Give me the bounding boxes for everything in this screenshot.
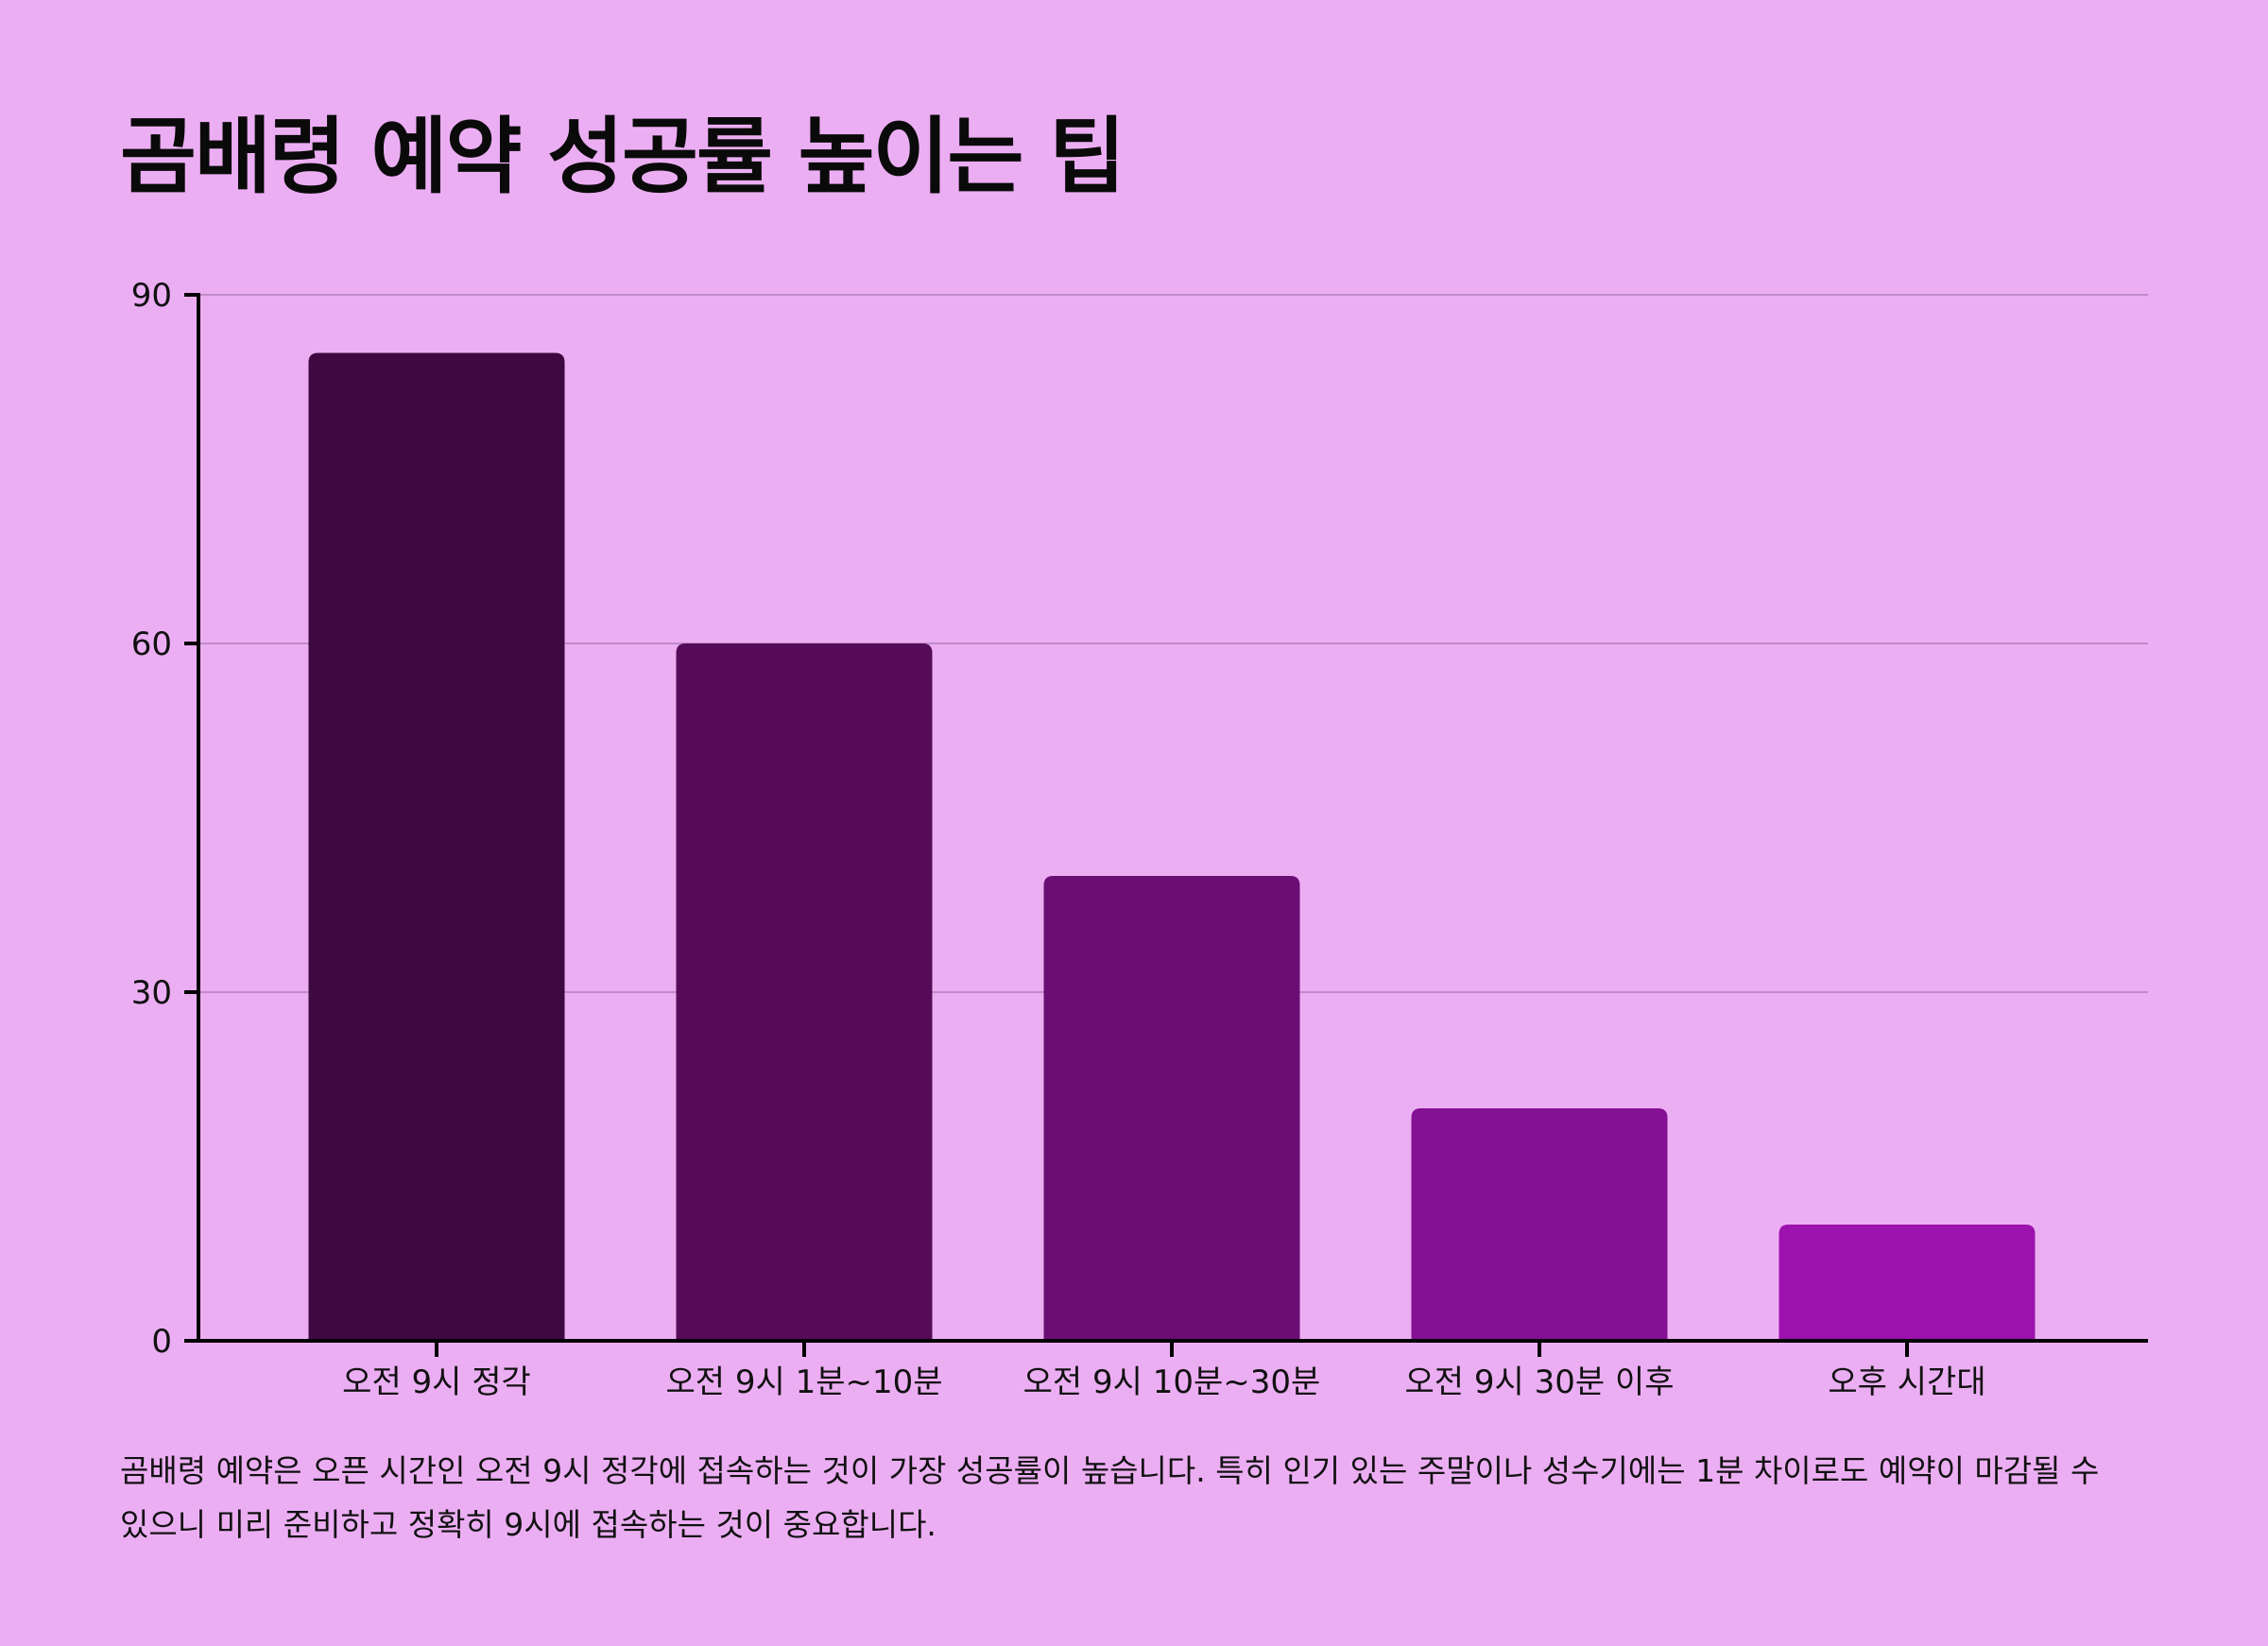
bar — [676, 643, 933, 1341]
bar — [1043, 876, 1300, 1341]
y-tick-label: 90 — [131, 277, 172, 315]
y-tick-label: 30 — [131, 974, 172, 1012]
x-tick-label: 오전 9시 정각 — [342, 1363, 531, 1401]
y-tick-label: 60 — [131, 626, 172, 663]
x-tick-label: 오전 9시 10분~30분 — [1023, 1363, 1321, 1401]
x-tick-label: 오후 시간대 — [1828, 1363, 1985, 1401]
bar — [308, 352, 565, 1341]
y-tick-label: 0 — [151, 1323, 172, 1361]
x-tick-label: 오전 9시 1분~10분 — [665, 1363, 942, 1401]
chart-title: 곰배령 예약 성공률 높이는 팁 — [120, 108, 1125, 205]
chart-description: 곰배령 예약은 오픈 시간인 오전 9시 정각에 접속하는 것이 가장 성공률이… — [120, 1452, 2100, 1543]
bar — [1778, 1225, 2036, 1341]
bar — [1411, 1108, 1668, 1341]
x-tick-label: 오전 9시 30분 이후 — [1405, 1363, 1675, 1401]
